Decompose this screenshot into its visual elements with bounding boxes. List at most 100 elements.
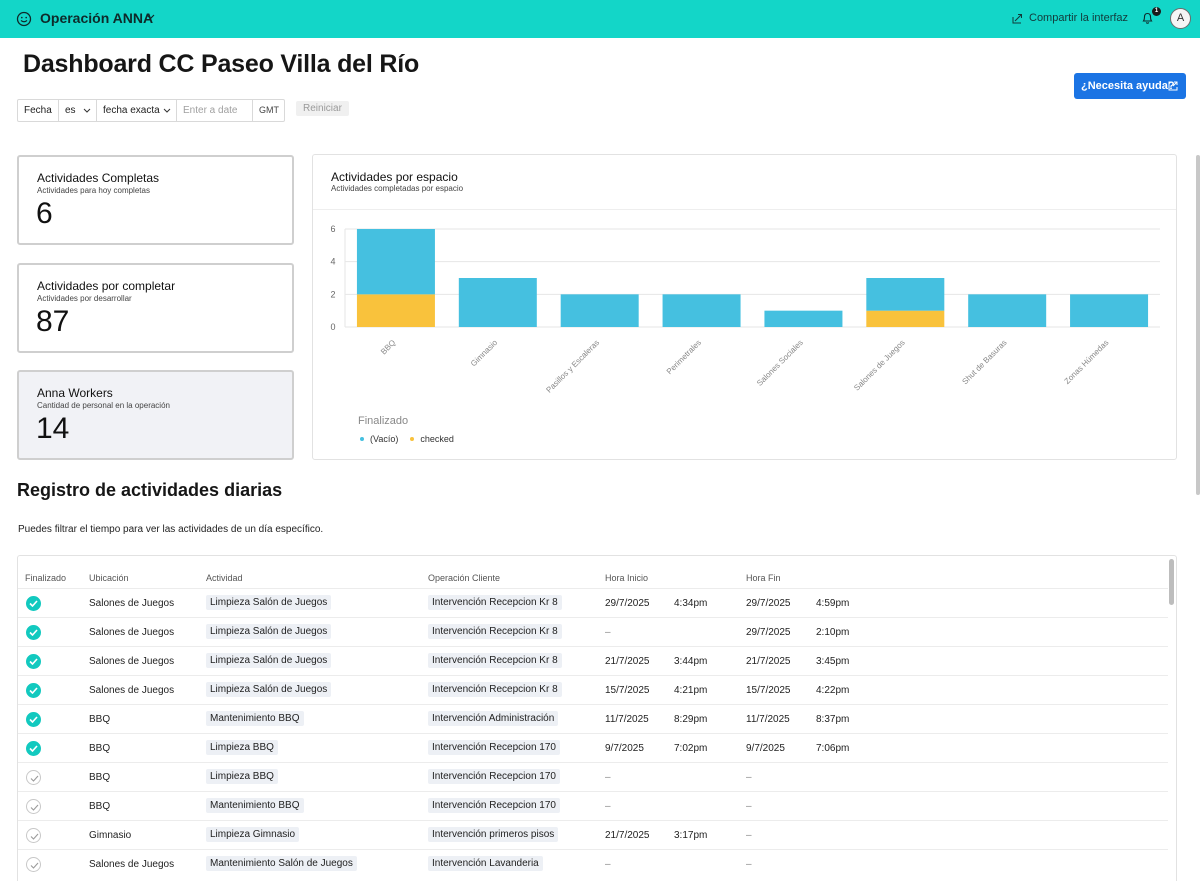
date-input[interactable]: Enter a date — [177, 100, 253, 121]
chart-card: Actividades por espacio Actividades comp… — [312, 154, 1177, 460]
cell-start-date: 29/7/2025 — [605, 598, 650, 609]
kpi-subtitle: Actividades por desarrollar — [37, 294, 132, 303]
operation-tag: Intervención Recepcion Kr 8 — [428, 595, 562, 610]
column-header[interactable]: Operación Cliente — [428, 573, 501, 583]
notification-badge: 1 — [1152, 7, 1161, 16]
check-circle-icon[interactable] — [26, 625, 41, 640]
cell-end-time: 8:37pm — [816, 714, 850, 725]
cell-end-time: 4:22pm — [816, 685, 850, 696]
y-tick-label: 4 — [330, 257, 335, 267]
operation-tag: Intervención Recepcion Kr 8 — [428, 653, 562, 668]
cell-ubicacion: Salones de Juegos — [89, 859, 175, 870]
kpi-value: 87 — [36, 305, 70, 338]
help-button[interactable]: ¿Necesita ayuda? — [1074, 73, 1186, 99]
table-row[interactable]: Gimnasio Limpieza Gimnasio Intervención pr… — [18, 820, 1168, 849]
cell-start-time: 7:02pm — [674, 743, 708, 754]
check-circle-outline-icon[interactable] — [26, 770, 41, 785]
cell-start-time: 4:34pm — [674, 598, 708, 609]
check-circle-icon[interactable] — [26, 712, 41, 727]
top-bar: Operación ANNA Compartir la interfaz 1 A — [0, 0, 1200, 38]
chevron-down-icon — [83, 108, 91, 113]
legend-title: Finalizado — [358, 415, 409, 427]
table-row[interactable]: Salones de Juegos Limpieza Salón de Juego… — [18, 588, 1168, 617]
cell-ubicacion: BBQ — [89, 743, 111, 754]
check-circle-icon[interactable] — [26, 683, 41, 698]
table-row[interactable]: BBQ Mantenimiento BBQ Intervención Recepci… — [18, 791, 1168, 820]
column-header[interactable]: Hora Fin — [746, 573, 781, 583]
smiley-logo-icon[interactable] — [16, 11, 32, 27]
cell-ubicacion: BBQ — [89, 772, 111, 783]
kpi-title: Anna Workers — [37, 386, 113, 400]
cell-start-date: 11/7/2025 — [605, 714, 649, 725]
column-header[interactable]: Finalizado — [25, 573, 67, 583]
legend-item-vacio[interactable]: (Vacío) — [360, 434, 398, 444]
cell-ubicacion: Gimnasio — [89, 830, 132, 841]
filter-mode-select[interactable]: fecha exacta — [97, 100, 177, 121]
kpi-card-workers: Anna Workers Cantidad de personal en la … — [17, 370, 294, 460]
cell-end-date: 15/7/2025 — [746, 685, 791, 696]
table-row[interactable]: BBQ Limpieza BBQ Intervención Recepcion 17… — [18, 733, 1168, 762]
kpi-card-completed: Actividades Completas Actividades para h… — [17, 155, 294, 245]
column-header[interactable]: Hora Inicio — [605, 573, 649, 583]
bell-icon[interactable] — [1141, 11, 1154, 25]
activity-tag: Limpieza Gimnasio — [206, 827, 300, 842]
table-row[interactable]: BBQ Mantenimiento BBQ Intervención Adminis… — [18, 704, 1168, 733]
table-row[interactable]: Salones de Juegos Limpieza Salón de Juego… — [18, 675, 1168, 704]
page-title: Dashboard CC Paseo Villa del Río — [23, 50, 420, 78]
cell-end-date: – — [746, 830, 752, 841]
table-row[interactable]: Salones de Juegos Mantenimiento Salón de … — [18, 849, 1168, 878]
bar-segment-vacio — [968, 294, 1047, 327]
page-scrollbar[interactable] — [1196, 155, 1200, 495]
x-tick-label: Salones de Juegos — [852, 338, 906, 392]
cell-start-time: 3:17pm — [674, 830, 708, 841]
cell-end-time: 3:45pm — [816, 656, 850, 667]
x-tick-label: Perimetrales — [665, 338, 703, 376]
bar-segment-vacio — [458, 278, 537, 327]
cell-ubicacion: Salones de Juegos — [89, 627, 175, 638]
cell-ubicacion: Salones de Juegos — [89, 598, 175, 609]
chevron-down-icon[interactable] — [146, 14, 155, 20]
cell-end-time: 2:10pm — [816, 627, 850, 638]
check-circle-icon[interactable] — [26, 654, 41, 669]
table-row[interactable]: BBQ Limpieza BBQ Intervención Recepcion 17… — [18, 762, 1168, 791]
filter-operator-select[interactable]: es — [59, 100, 97, 121]
activity-tag: Limpieza Salón de Juegos — [206, 624, 332, 639]
chart-title: Actividades por espacio — [331, 170, 458, 184]
check-circle-icon[interactable] — [26, 596, 41, 611]
date-filter: Fecha es fecha exacta Enter a date GMT — [17, 99, 285, 122]
filter-operator-value: es — [65, 105, 76, 116]
legend-item-checked[interactable]: checked — [410, 434, 454, 444]
section-title: Registro de actividades diarias — [17, 480, 283, 500]
bar-segment-checked — [356, 294, 435, 327]
cell-end-date: 11/7/2025 — [746, 714, 790, 725]
column-header[interactable]: Actividad — [206, 573, 243, 583]
chevron-down-icon — [163, 108, 171, 113]
share-icon[interactable] — [1012, 13, 1023, 24]
check-circle-outline-icon[interactable] — [26, 857, 41, 872]
avatar[interactable]: A — [1170, 8, 1191, 29]
reset-button[interactable]: Reiniciar — [296, 101, 349, 116]
table-scrollbar[interactable] — [1169, 559, 1174, 605]
x-tick-label: Pasillos y Escaleras — [544, 338, 601, 395]
x-tick-label: Shut de Basuras — [960, 338, 1008, 386]
filter-mode-value: fecha exacta — [103, 105, 160, 116]
column-header[interactable]: Ubicación — [89, 573, 129, 583]
x-tick-label: Gimnasio — [469, 338, 500, 369]
table-row[interactable]: Salones de Juegos Limpieza Salón de Juego… — [18, 617, 1168, 646]
check-circle-outline-icon[interactable] — [26, 828, 41, 843]
x-tick-label: Salones Sociales — [755, 338, 805, 388]
activity-tag: Mantenimiento BBQ — [206, 798, 304, 813]
operation-tag: Intervención Recepcion 170 — [428, 798, 560, 813]
check-circle-outline-icon[interactable] — [26, 799, 41, 814]
help-button-label: ¿Necesita ayuda? — [1081, 80, 1175, 92]
cell-ubicacion: Salones de Juegos — [89, 685, 175, 696]
x-tick-label: Zonas Húmedas — [1063, 338, 1111, 386]
cell-end-date: 29/7/2025 — [746, 627, 791, 638]
share-interface-link[interactable]: Compartir la interfaz — [1029, 12, 1129, 24]
bar-chart: 0 2 4 6 BBQ Gimnasio Pasillos y Escaleras Perim… — [330, 224, 1160, 395]
cell-start-time: 4:21pm — [674, 685, 708, 696]
check-circle-icon[interactable] — [26, 741, 41, 756]
table-row[interactable]: Salones de Juegos Limpieza Salón de Juego… — [18, 646, 1168, 675]
cell-ubicacion: BBQ — [89, 801, 111, 812]
app-title[interactable]: Operación ANNA — [40, 10, 154, 26]
